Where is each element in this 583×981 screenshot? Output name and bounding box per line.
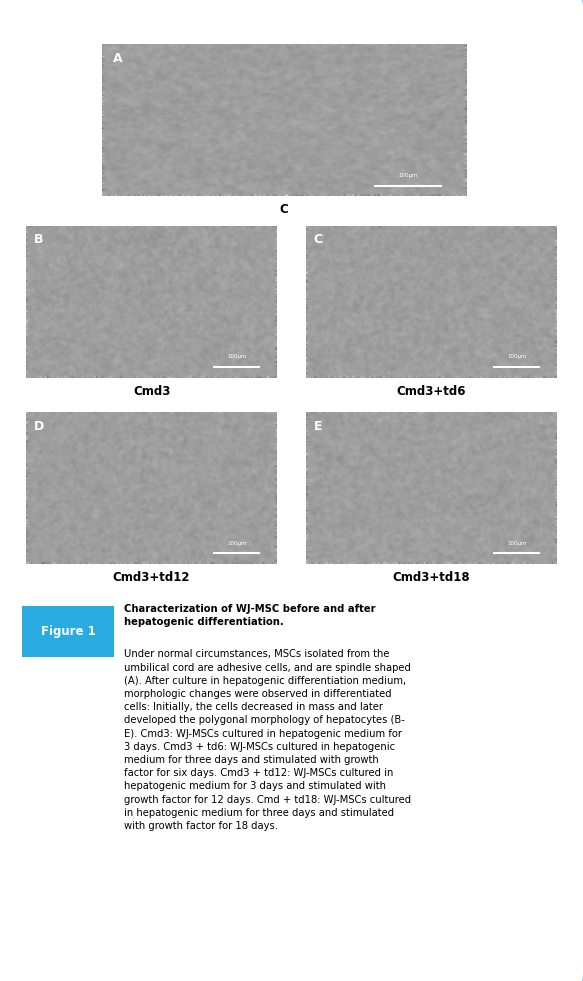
Text: C: C [314, 233, 323, 246]
Text: E: E [314, 420, 322, 433]
Text: D: D [34, 420, 44, 433]
Text: 100μm: 100μm [227, 541, 247, 545]
Text: Cmd3+td18: Cmd3+td18 [392, 571, 470, 584]
Text: Under normal circumstances, MSCs isolated from the
umbilical cord are adhesive c: Under normal circumstances, MSCs isolate… [124, 649, 410, 831]
Text: 100μm: 100μm [507, 541, 526, 545]
Text: 100μm: 100μm [507, 354, 526, 359]
Text: A: A [113, 52, 122, 65]
Text: Figure 1: Figure 1 [41, 625, 96, 639]
FancyBboxPatch shape [22, 606, 114, 657]
Text: Cmd3+td12: Cmd3+td12 [113, 571, 190, 584]
Text: C: C [279, 203, 289, 216]
Text: 100μm: 100μm [227, 354, 247, 359]
Text: Cmd3: Cmd3 [133, 385, 170, 397]
Text: Characterization of WJ-MSC before and after
hepatogenic differentiation.: Characterization of WJ-MSC before and af… [124, 604, 375, 628]
Text: 100μm: 100μm [398, 173, 418, 178]
Text: Cmd3+td6: Cmd3+td6 [396, 385, 466, 397]
Text: B: B [34, 233, 43, 246]
